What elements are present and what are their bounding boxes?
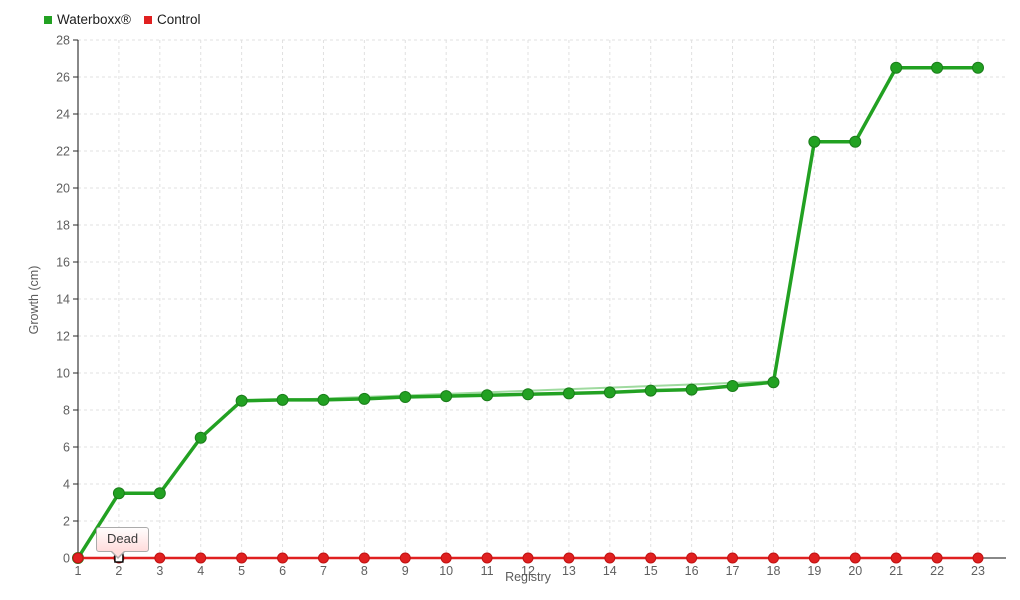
data-point-waterboxx[interactable] xyxy=(931,61,944,74)
data-point-waterboxx[interactable] xyxy=(644,384,657,397)
y-tick-label: 0 xyxy=(63,552,70,566)
x-tick-label: 14 xyxy=(603,564,617,578)
data-point-control[interactable] xyxy=(931,552,943,564)
x-tick-label: 2 xyxy=(115,564,122,578)
legend-item-waterboxx[interactable]: Waterboxx® xyxy=(44,12,131,27)
data-point-control[interactable] xyxy=(890,552,902,564)
y-tick-label: 4 xyxy=(63,478,70,492)
data-point-control[interactable] xyxy=(154,552,166,564)
data-point-control[interactable] xyxy=(72,552,84,564)
x-tick-label: 15 xyxy=(644,564,658,578)
data-point-waterboxx[interactable] xyxy=(890,61,903,74)
y-tick-label: 18 xyxy=(56,219,70,233)
x-tick-label: 3 xyxy=(156,564,163,578)
data-point-waterboxx[interactable] xyxy=(972,61,984,74)
x-tick-label: 20 xyxy=(848,564,862,578)
x-axis-title: Registry xyxy=(505,570,551,584)
data-point-control[interactable] xyxy=(440,552,452,564)
data-point-control[interactable] xyxy=(604,552,616,564)
x-tick-label: 19 xyxy=(807,564,821,578)
x-tick-label: 17 xyxy=(726,564,740,578)
data-point-control[interactable] xyxy=(767,552,779,564)
y-axis-title: Growth (cm) xyxy=(27,265,41,335)
gridlines xyxy=(77,39,1008,558)
legend-item-control[interactable]: Control xyxy=(143,12,201,27)
data-point-control[interactable] xyxy=(399,552,411,564)
tooltip: Dead xyxy=(96,527,150,559)
y-tick-label: 16 xyxy=(56,256,70,270)
x-tick-label: 16 xyxy=(685,564,699,578)
x-tick-label: 23 xyxy=(971,564,985,578)
data-point-control[interactable] xyxy=(849,552,861,564)
x-tick-label: 12 xyxy=(521,564,535,578)
x-tick-label: 22 xyxy=(930,564,944,578)
y-tick-label: 28 xyxy=(56,34,70,48)
x-tick-label: 6 xyxy=(279,564,286,578)
data-point-control[interactable] xyxy=(481,552,493,564)
data-point-control[interactable] xyxy=(358,552,370,564)
data-point-waterboxx[interactable] xyxy=(235,394,248,407)
y-tick-label: 26 xyxy=(56,71,70,85)
tooltip-text: Dead xyxy=(107,531,139,546)
data-point-waterboxx[interactable] xyxy=(317,393,330,406)
data-point-waterboxx[interactable] xyxy=(399,391,412,404)
y-tick-label: 14 xyxy=(56,293,70,307)
legend-label-waterboxx: Waterboxx® xyxy=(57,12,131,27)
y-tick-label: 22 xyxy=(56,145,70,159)
data-point-control[interactable] xyxy=(236,552,248,564)
x-tick-label: 1 xyxy=(75,564,82,578)
x-tick-label: 21 xyxy=(889,564,903,578)
data-point-waterboxx[interactable] xyxy=(767,376,780,389)
x-tick-label: 7 xyxy=(320,564,327,578)
legend-label-control: Control xyxy=(156,12,201,27)
data-point-waterboxx[interactable] xyxy=(726,379,739,392)
data-point-control[interactable] xyxy=(645,552,657,564)
data-point-waterboxx[interactable] xyxy=(603,386,616,399)
y-tick-label: 20 xyxy=(56,182,70,196)
x-tick-label: 9 xyxy=(402,564,409,578)
x-tick-label: 4 xyxy=(197,564,204,578)
data-point-waterboxx[interactable] xyxy=(849,135,862,148)
data-point-waterboxx[interactable] xyxy=(153,487,166,500)
y-tick-label: 8 xyxy=(63,404,70,418)
data-point-control[interactable] xyxy=(563,552,575,564)
x-tick-label: 18 xyxy=(767,564,781,578)
data-point-waterboxx[interactable] xyxy=(358,392,371,405)
x-tick-label: 5 xyxy=(238,564,245,578)
data-point-control[interactable] xyxy=(522,552,534,564)
data-point-control[interactable] xyxy=(808,552,820,564)
data-point-waterboxx[interactable] xyxy=(481,389,494,402)
y-tick-label: 10 xyxy=(56,367,70,381)
legend: Waterboxx® Control xyxy=(44,12,201,27)
data-point-waterboxx[interactable] xyxy=(440,390,453,403)
data-point-control[interactable] xyxy=(317,552,329,564)
x-tick-label: 13 xyxy=(562,564,576,578)
data-point-waterboxx[interactable] xyxy=(685,383,698,396)
y-tick-label: 12 xyxy=(56,330,70,344)
waterboxx-swatch-icon xyxy=(44,15,52,24)
data-point-waterboxx[interactable] xyxy=(112,487,125,500)
control-swatch-icon xyxy=(143,15,152,24)
data-point-control[interactable] xyxy=(727,552,739,564)
data-point-control[interactable] xyxy=(972,552,984,564)
x-tick-label: 11 xyxy=(481,564,494,578)
data-point-control[interactable] xyxy=(195,552,207,564)
data-point-control[interactable] xyxy=(277,552,289,564)
y-tick-label: 2 xyxy=(63,515,70,529)
x-tick-label: 8 xyxy=(361,564,368,578)
data-point-waterboxx[interactable] xyxy=(276,393,289,406)
data-point-waterboxx[interactable] xyxy=(562,387,575,400)
y-tick-label: 24 xyxy=(56,108,70,122)
data-point-waterboxx[interactable] xyxy=(808,135,821,148)
data-point-waterboxx[interactable] xyxy=(194,431,207,444)
y-tick-label: 6 xyxy=(63,441,70,455)
data-point-control[interactable] xyxy=(686,552,698,564)
x-tick-label: 10 xyxy=(439,564,453,578)
data-point-waterboxx[interactable] xyxy=(522,388,534,401)
